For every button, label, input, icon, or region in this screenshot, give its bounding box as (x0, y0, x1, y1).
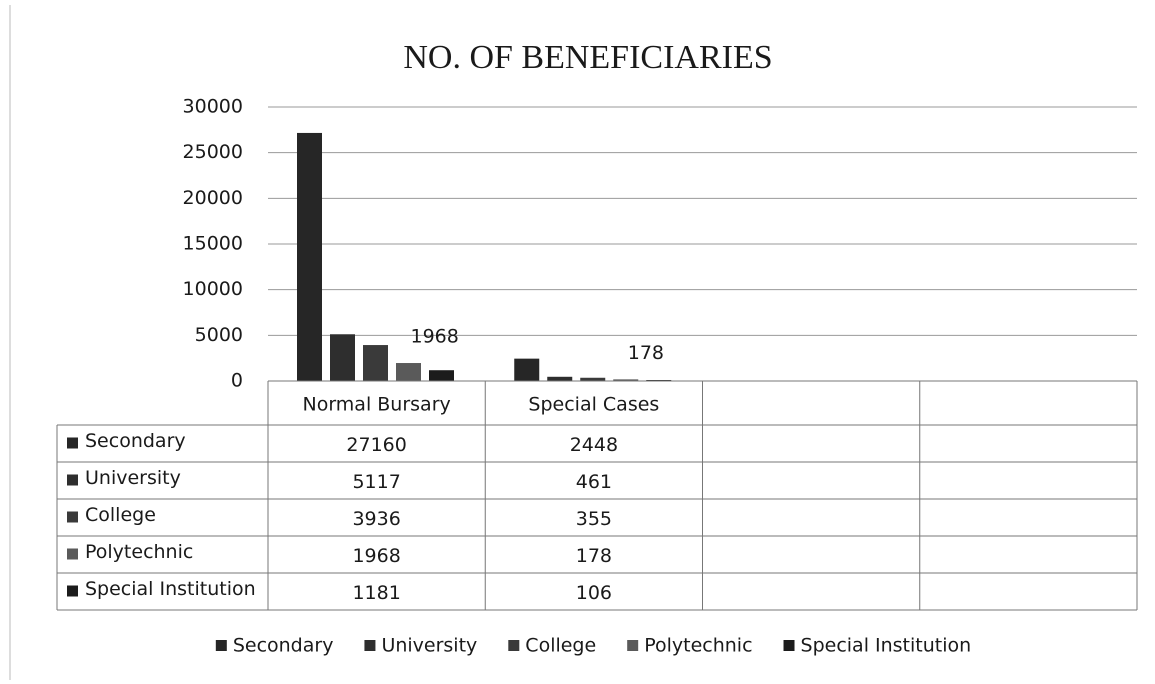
data-label: 178 (628, 342, 664, 364)
legend-label: Polytechnic (644, 635, 752, 657)
legend-key (364, 640, 376, 651)
legend-key (67, 548, 78, 560)
table-cell: 461 (576, 471, 612, 493)
table-cell: 2448 (570, 434, 618, 456)
data-label: 1968 (411, 326, 459, 348)
y-tick-label: 25000 (183, 141, 243, 163)
bar (297, 132, 322, 381)
legend-label: Secondary (233, 635, 334, 657)
table-cell: 1968 (352, 545, 400, 567)
legend-label: University (381, 635, 477, 657)
y-tick-label: 5000 (195, 324, 243, 346)
row-label: Polytechnic (85, 541, 193, 563)
legend-key (67, 585, 78, 597)
y-tick-label: 0 (231, 370, 243, 392)
table-cell: 1181 (352, 582, 400, 604)
x-tick-label: Special Cases (528, 394, 659, 416)
y-tick-label: 10000 (183, 278, 243, 300)
bar (613, 379, 639, 381)
bar (330, 334, 355, 381)
bar (514, 358, 540, 381)
x-tick-label: Normal Bursary (302, 394, 450, 416)
legend-key (215, 640, 227, 651)
bar (396, 363, 421, 381)
legend-label: Special Institution (801, 635, 972, 657)
legend-key (627, 640, 639, 651)
y-tick-label: 20000 (183, 187, 243, 209)
table-cell: 106 (576, 582, 612, 604)
chart-title: NO. OF BENEFICIARIES (403, 39, 772, 76)
row-label: College (85, 504, 156, 526)
legend-key (67, 474, 78, 486)
table-cell: 178 (576, 545, 612, 567)
bar (547, 376, 573, 381)
legend-key (508, 640, 520, 651)
table-cell: 355 (576, 508, 612, 530)
row-label: Secondary (85, 430, 186, 452)
y-tick-label: 30000 (183, 96, 243, 118)
table-cell: 3936 (352, 508, 400, 530)
bar (363, 345, 388, 381)
legend-label: College (525, 635, 596, 657)
bar (580, 377, 606, 381)
legend-key (783, 640, 795, 651)
table-cell: 5117 (352, 471, 400, 493)
bar (429, 370, 454, 381)
row-label: University (85, 467, 181, 489)
legend-key (67, 437, 78, 449)
table-cell: 27160 (346, 434, 406, 456)
row-label: Special Institution (85, 578, 256, 600)
y-tick-label: 15000 (183, 233, 243, 255)
legend-key (67, 511, 78, 523)
